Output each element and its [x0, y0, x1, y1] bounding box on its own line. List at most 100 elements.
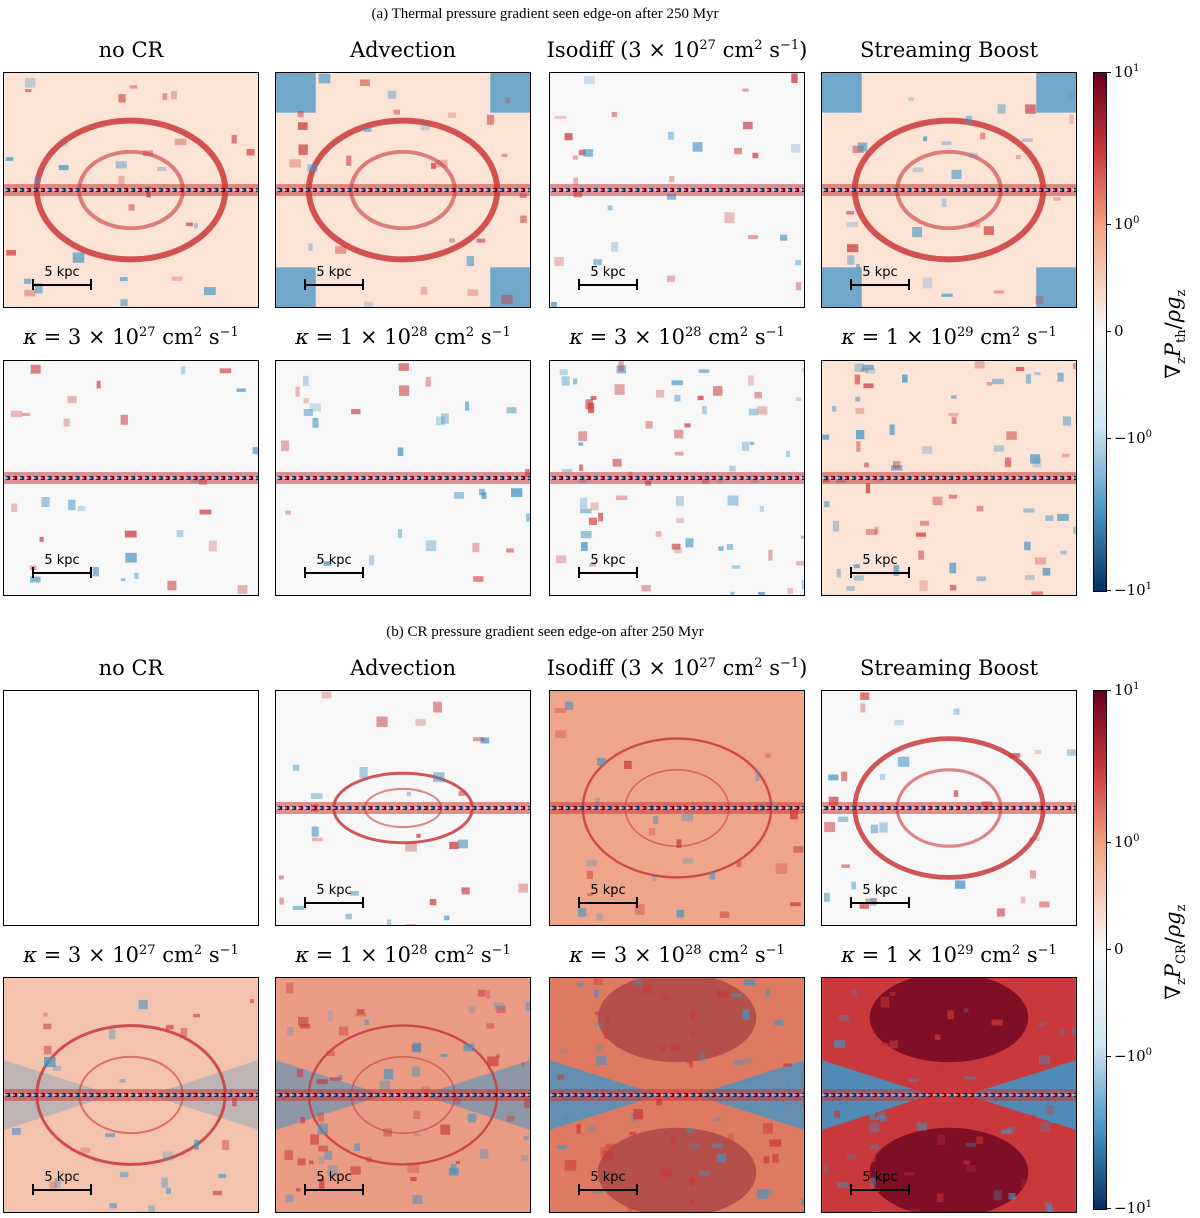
speckle: [120, 299, 128, 307]
speckle: [951, 395, 957, 399]
speckle: [937, 1134, 945, 1145]
speckle: [246, 149, 255, 156]
disk-knot: [788, 1093, 793, 1097]
scale-bar-tick: [578, 279, 580, 290]
speckle: [369, 555, 375, 566]
speckle: [1008, 1192, 1016, 1200]
speckle: [52, 1065, 62, 1071]
speckle: [481, 492, 487, 499]
speckle: [504, 97, 511, 104]
speckle: [461, 887, 470, 895]
speckle: [936, 1193, 944, 1203]
disk-knot: [409, 188, 414, 192]
simulation-panel: 5 kpc: [549, 72, 805, 308]
speckle: [298, 144, 308, 156]
speckle: [309, 403, 321, 412]
disk-knot: [1060, 806, 1065, 810]
disk-knot: [89, 188, 94, 192]
speckle: [860, 703, 866, 713]
disk-knot: [586, 1093, 591, 1097]
scale-bar-tick: [578, 897, 580, 908]
speckle: [743, 121, 753, 130]
speckle: [554, 256, 564, 267]
speckle: [748, 235, 758, 239]
speckle: [487, 1056, 499, 1067]
disk-knot: [409, 476, 414, 480]
speckle: [62, 142, 68, 147]
speckle: [602, 1150, 614, 1162]
speckle: [841, 771, 848, 782]
speckle: [585, 399, 593, 410]
scale-bar-label: 5 kpc: [862, 553, 898, 568]
speckle: [889, 424, 895, 436]
disk-knot: [781, 806, 786, 810]
speckle: [573, 378, 578, 385]
speckle: [92, 566, 99, 577]
speckle: [1031, 591, 1043, 595]
speckle: [934, 1034, 941, 1040]
disk-knot: [285, 188, 289, 192]
disk-knot: [1039, 806, 1044, 810]
disk-knot: [872, 1093, 877, 1097]
speckle: [588, 563, 597, 567]
speckle: [681, 813, 693, 822]
disk-knot: [486, 476, 491, 480]
speckle: [443, 915, 450, 921]
speckle: [43, 1023, 52, 1030]
speckle: [212, 1190, 223, 1196]
scale-bar-tick: [304, 567, 306, 578]
speckle: [912, 167, 924, 173]
disk-knot: [586, 476, 591, 480]
speckle: [329, 1077, 342, 1081]
speckle: [559, 369, 568, 376]
speckle: [865, 483, 871, 494]
speckle: [425, 376, 431, 387]
speckle: [526, 513, 530, 522]
speckle: [856, 441, 861, 452]
corner-patch: [1036, 73, 1076, 113]
speckle: [1021, 138, 1033, 143]
speckle: [941, 198, 947, 208]
disk-knot: [291, 476, 296, 480]
disk-knot: [851, 476, 856, 480]
scale-bar-tick: [636, 279, 638, 290]
speckle: [579, 464, 584, 471]
scale-bar: 5 kpc: [850, 553, 910, 579]
speckle: [468, 1005, 476, 1013]
disk-knot: [1025, 806, 1030, 810]
scale-bar-tick: [908, 567, 910, 578]
speckle: [157, 167, 167, 172]
speckle: [997, 104, 1006, 114]
disk-knot: [514, 476, 519, 480]
speckle: [311, 826, 319, 837]
panel-title: κ = 3 × 1027 cm2 s−1: [23, 325, 239, 349]
simulation-panel: [3, 690, 259, 926]
disk-knot: [520, 1093, 525, 1097]
speckle: [690, 1009, 696, 1020]
disk-knot: [117, 476, 122, 480]
disk-knot: [579, 476, 584, 480]
speckle: [652, 875, 657, 882]
disk-knot: [312, 476, 317, 480]
disk-knot: [858, 476, 863, 480]
disk-knot: [458, 476, 463, 480]
speckle: [199, 509, 212, 515]
colorbar-tick: [1106, 842, 1111, 843]
speckle: [785, 450, 790, 458]
disk-knot: [409, 806, 414, 810]
speckle: [580, 508, 592, 514]
outflow-lobe: [869, 978, 1029, 1063]
disk-knot: [586, 188, 591, 192]
scale-bar-tick: [850, 567, 852, 578]
disk-knot: [389, 188, 394, 192]
speckle: [124, 530, 137, 538]
speckle: [485, 990, 491, 999]
speckle: [6, 249, 17, 256]
disk-knot: [872, 188, 877, 192]
disk-knot: [572, 476, 577, 480]
speckle: [321, 691, 332, 699]
speckle: [520, 1062, 526, 1067]
speckle: [614, 384, 625, 395]
speckle: [412, 1195, 423, 1205]
speckle: [802, 368, 804, 373]
